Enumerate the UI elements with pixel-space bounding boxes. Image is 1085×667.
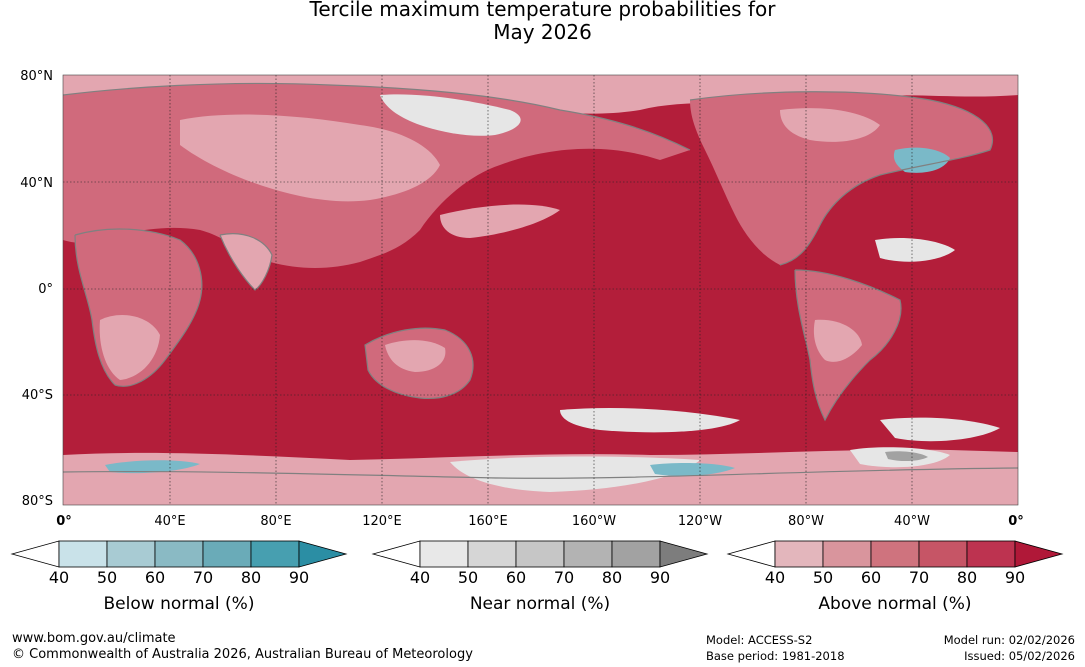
antarctica-white: [450, 456, 700, 492]
colorbar-tick-label: 90: [649, 568, 671, 587]
north-atlantic-white: [875, 238, 955, 262]
colorbar-segment: [419, 540, 469, 568]
lat-label-0: 0°: [38, 282, 53, 297]
colorbar-left-extension: [726, 540, 776, 568]
siberia-white: [380, 94, 521, 136]
southern-africa-light: [99, 315, 160, 380]
colorbar-tick-label: 70: [553, 568, 575, 587]
antarctica-blue-ross: [650, 463, 735, 476]
footer-model-run: Model run: 02/02/2026: [943, 633, 1075, 647]
lon-label-120w: 120°W: [677, 514, 723, 529]
colorbar-below-normal: [10, 540, 348, 568]
india-landmass: [220, 233, 272, 290]
colorbar-title-above-normal: Above normal (%): [818, 594, 972, 614]
map-frame: [62, 74, 1019, 506]
colorbar-tick-label: 50: [96, 568, 118, 587]
colorbar-right-extension: [1014, 540, 1064, 568]
map-title-line2: May 2026: [493, 20, 592, 44]
colorbar-segment: [250, 540, 300, 568]
colorbar-title-below-normal: Below normal (%): [103, 594, 255, 614]
southern-ocean-white: [560, 408, 740, 433]
colorbar-segment: [106, 540, 156, 568]
colorbar-segment: [774, 540, 824, 568]
colorbar-right-extension: [659, 540, 709, 568]
australia-light: [385, 340, 446, 372]
central-asia-light: [180, 114, 440, 202]
colorbar-tick-label: 60: [860, 568, 882, 587]
colorbar-tick-label: 90: [288, 568, 310, 587]
weddell-grey: [885, 451, 928, 462]
colorbar-tick-label: 40: [764, 568, 786, 587]
colorbar-segment: [563, 540, 613, 568]
colorbar-left-extension: [10, 540, 60, 568]
lon-label-40e: 40°E: [154, 514, 186, 529]
graticule: [63, 75, 1018, 505]
colorbar-tick-label: 60: [144, 568, 166, 587]
colorbar-tick-label: 50: [812, 568, 834, 587]
north-pacific-light-band: [440, 204, 560, 238]
lat-label-80n: 80°N: [20, 69, 53, 84]
lon-label-120e: 120°E: [362, 514, 402, 529]
colorbar-tick-label: 70: [192, 568, 214, 587]
colorbar-segment: [870, 540, 920, 568]
lon-label-80e: 80°E: [260, 514, 292, 529]
footer-model: Model: ACCESS-S2: [706, 633, 813, 647]
colorbar-segment: [822, 540, 872, 568]
coastlines: [63, 82, 1018, 479]
colorbars: [10, 540, 1064, 568]
colorbar-segment: [154, 540, 204, 568]
antarctica-blue-west: [105, 460, 200, 474]
footer-copyright: © Commonwealth of Australia 2026, Austra…: [12, 647, 473, 662]
colorbar-left-extension: [371, 540, 421, 568]
colorbar-tick-label: 50: [457, 568, 479, 587]
south-atlantic-white: [880, 417, 1000, 442]
canada-light: [780, 108, 880, 142]
colorbar-tick-label: 80: [240, 568, 262, 587]
lon-label-160e: 160°E: [468, 514, 508, 529]
footer-base-period: Base period: 1981-2018: [706, 649, 845, 663]
footer-url[interactable]: www.bom.gov.au/climate: [12, 631, 176, 646]
colorbar-tick-label: 90: [1004, 568, 1026, 587]
colorbar-segment: [202, 540, 252, 568]
colorbar-segment: [966, 540, 1016, 568]
colorbar-segment: [918, 540, 968, 568]
lon-label-160w: 160°W: [571, 514, 617, 529]
colorbar-segment: [58, 540, 108, 568]
colorbar-above-normal: [726, 540, 1064, 568]
lon-label-0-left: 0°: [56, 514, 72, 529]
lon-label-40w: 40°W: [894, 514, 930, 529]
colorbar-tick-label: 80: [956, 568, 978, 587]
lat-label-40n: 40°N: [20, 176, 53, 191]
south-america-light: [813, 319, 862, 362]
lat-label-80s: 80°S: [21, 494, 53, 509]
colorbar-right-extension: [298, 540, 348, 568]
map-title-line1: Tercile maximum temperature probabilitie…: [309, 0, 776, 21]
colorbar-segment: [467, 540, 517, 568]
north-atlantic-blue: [893, 147, 950, 173]
colorbar-tick-label: 40: [409, 568, 431, 587]
lat-label-40s: 40°S: [21, 388, 53, 403]
lon-label-80w: 80°W: [788, 514, 824, 529]
lon-label-0-right: 0°: [1008, 514, 1024, 529]
colorbar-near-normal: [371, 540, 709, 568]
colorbar-tick-label: 60: [505, 568, 527, 587]
colorbar-tick-label: 40: [48, 568, 70, 587]
colorbar-tick-label: 70: [908, 568, 930, 587]
colorbar-segment: [515, 540, 565, 568]
map-plot-area: [63, 75, 1018, 505]
north-america-landmass: [690, 91, 993, 265]
colorbar-tick-label: 80: [601, 568, 623, 587]
colorbar-segment: [611, 540, 661, 568]
footer-issued: Issued: 05/02/2026: [964, 649, 1075, 663]
colorbar-title-near-normal: Near normal (%): [469, 594, 611, 614]
